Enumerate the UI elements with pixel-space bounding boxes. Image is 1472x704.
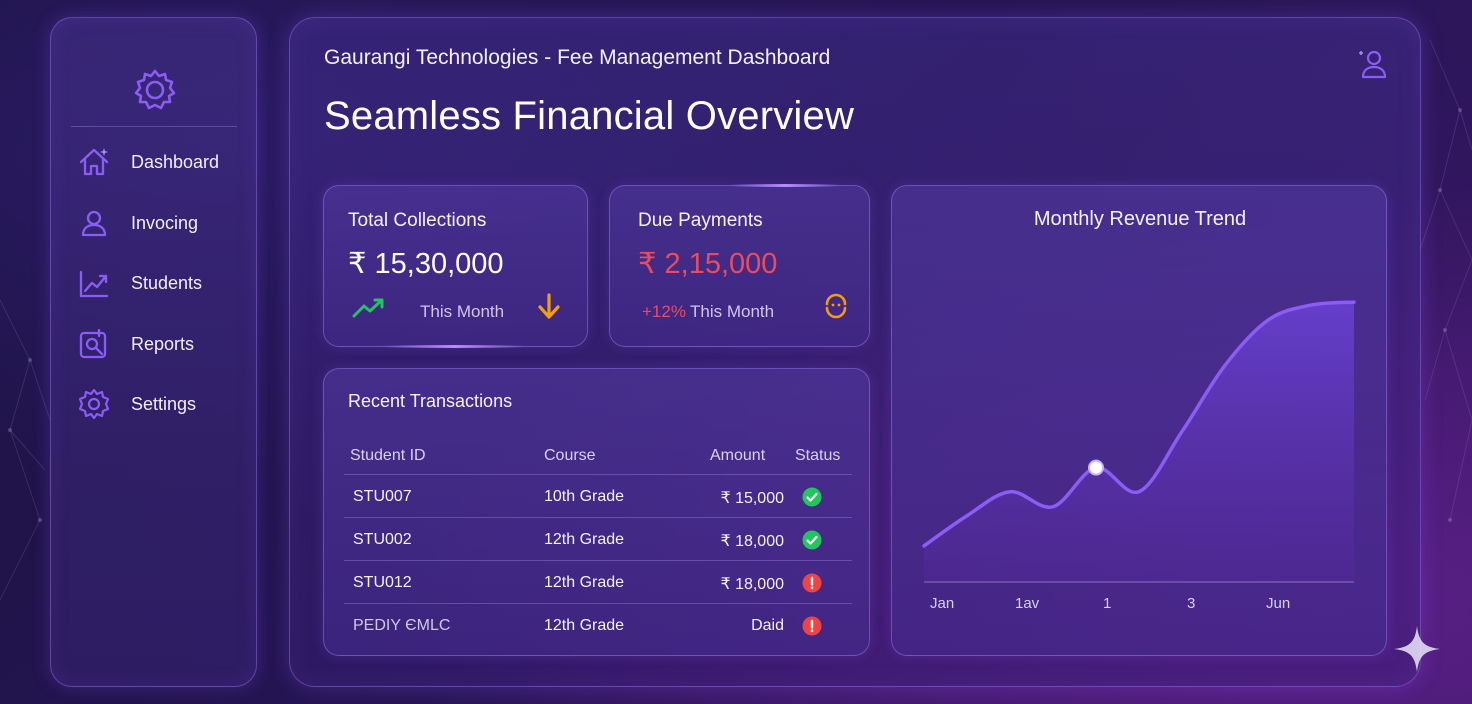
sidebar-item-label: Invocing bbox=[131, 212, 199, 233]
card-glow bbox=[730, 184, 840, 187]
x-tick-label: 1av bbox=[1015, 595, 1040, 612]
recent-transactions-card: Recent Transactions Student ID Course Am… bbox=[323, 368, 870, 656]
trend-icon bbox=[79, 270, 109, 298]
sidebar-item-label: Dashboard bbox=[131, 151, 220, 172]
home-icon bbox=[79, 148, 109, 176]
x-tick-label: Jun bbox=[1266, 595, 1291, 612]
card-value: ₹ 15,30,000 bbox=[348, 248, 504, 280]
gear-icon bbox=[78, 388, 110, 420]
student-id: STU007 bbox=[353, 488, 412, 505]
table-title: Recent Transactions bbox=[348, 391, 513, 411]
column-header: Course bbox=[544, 447, 596, 464]
student-id: STU002 bbox=[353, 531, 412, 548]
sidebar-item-dashboard[interactable]: Dashboard bbox=[77, 144, 237, 180]
amount: ₹ 15,000 bbox=[720, 490, 784, 507]
x-tick-label: 3 bbox=[1187, 595, 1196, 612]
card-period: This Month bbox=[420, 302, 505, 321]
x-tick-label: 1 bbox=[1103, 595, 1112, 612]
amount: Daid bbox=[751, 617, 784, 634]
card-change: +12% bbox=[642, 302, 686, 321]
profile-icon[interactable] bbox=[1357, 48, 1389, 80]
student-id: PEDIY ЄMLC bbox=[353, 617, 451, 634]
sidebar-item-students[interactable]: Students bbox=[77, 265, 237, 301]
reports-icon bbox=[79, 328, 107, 359]
revenue-area bbox=[924, 302, 1354, 582]
revenue-chart-card: Monthly Revenue Trend Jan 1av 1 3 Jun bbox=[891, 185, 1387, 656]
sidebar-item-invocing[interactable]: Invocing bbox=[77, 205, 237, 241]
refresh-icon bbox=[825, 293, 847, 319]
total-collections-card: Total Collections ₹ 15,30,000 This Month bbox=[323, 185, 588, 348]
main-panel: Gaurangi Technologies - Fee Management D… bbox=[289, 17, 1421, 687]
due-payments-card: Due Payments ₹ 2,15,000 +12% This Month bbox=[609, 184, 870, 347]
header-divider bbox=[344, 474, 852, 475]
revenue-chart bbox=[922, 300, 1356, 583]
alert-circle-icon bbox=[802, 573, 822, 593]
column-header: Student ID bbox=[350, 447, 426, 464]
row-divider bbox=[344, 517, 852, 518]
card-value: ₹ 2,15,000 bbox=[638, 248, 778, 280]
course: 12th Grade bbox=[544, 617, 625, 634]
user-icon bbox=[81, 210, 107, 237]
x-tick-label: Jan bbox=[930, 595, 955, 612]
student-id: STU012 bbox=[353, 574, 412, 591]
page-subtitle: Gaurangi Technologies - Fee Management D… bbox=[324, 46, 831, 69]
row-divider bbox=[344, 560, 852, 561]
card-glow bbox=[384, 345, 524, 348]
chart-title: Monthly Revenue Trend bbox=[1033, 208, 1247, 230]
sparkle-icon bbox=[1394, 626, 1440, 672]
sidebar: Dashboard Invocing Students Reports Sett… bbox=[50, 17, 257, 687]
check-circle-icon bbox=[802, 487, 822, 507]
amount: ₹ 18,000 bbox=[720, 576, 784, 593]
sidebar-item-label: Settings bbox=[131, 393, 197, 414]
row-divider bbox=[344, 603, 852, 604]
amount: ₹ 18,000 bbox=[720, 533, 784, 550]
trend-up-icon bbox=[352, 298, 384, 318]
sidebar-item-reports[interactable]: Reports bbox=[77, 326, 237, 362]
sidebar-item-label: Reports bbox=[131, 333, 195, 354]
column-header: Amount bbox=[710, 447, 766, 464]
card-title: Total Collections bbox=[348, 210, 487, 231]
card-period: This Month bbox=[690, 302, 775, 321]
revenue-line bbox=[922, 300, 1356, 548]
sidebar-divider bbox=[71, 126, 237, 127]
course: 12th Grade bbox=[544, 531, 625, 548]
course: 10th Grade bbox=[544, 488, 625, 505]
logo-gear-icon bbox=[134, 69, 176, 110]
highlight-point[interactable] bbox=[1088, 459, 1104, 476]
page-title: Seamless Financial Overview bbox=[324, 94, 855, 138]
course: 12th Grade bbox=[544, 574, 625, 591]
column-header: Status bbox=[795, 447, 841, 464]
arrow-down-icon bbox=[538, 293, 560, 319]
sidebar-item-settings[interactable]: Settings bbox=[77, 386, 237, 422]
alert-circle-icon bbox=[802, 616, 822, 636]
sidebar-item-label: Students bbox=[131, 272, 203, 293]
card-title: Due Payments bbox=[638, 210, 763, 231]
check-circle-icon bbox=[802, 530, 822, 550]
